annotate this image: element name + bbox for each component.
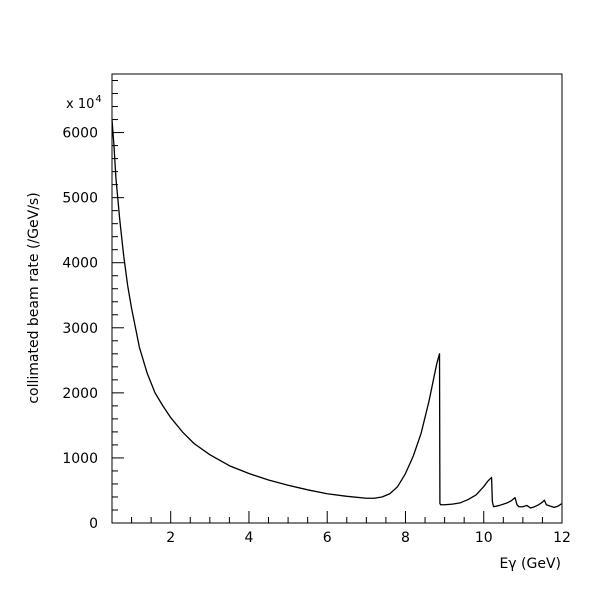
axis-ticks — [111, 80, 563, 524]
x-tick-label: 4 — [244, 530, 253, 546]
y-tick-label: 6000 — [62, 126, 98, 142]
x-tick-label: 6 — [323, 530, 332, 546]
y-tick-label: 3000 — [62, 321, 98, 337]
y-tick-label: 1000 — [62, 451, 98, 467]
x-tick-label: 10 — [475, 530, 493, 546]
tick-labels: 2 4 6 8 10 12 0 1000 2000 3000 4000 5000 6000 — [62, 126, 571, 546]
x-axis-label: Eγ (GeV) — [499, 556, 561, 572]
y-axis-label: collimated beam rate (/GeV/s) — [26, 192, 42, 403]
y-tick-label: 5000 — [62, 191, 98, 207]
y-axis-multiplier: x 104 — [66, 94, 102, 112]
plot-frame — [111, 73, 563, 524]
series-group — [111, 119, 563, 509]
x-tick-label: 12 — [553, 530, 571, 546]
series-line — [111, 119, 563, 509]
y-tick-label: 0 — [89, 516, 98, 532]
x-tick-label: 8 — [401, 530, 410, 546]
x-tick-label: 2 — [166, 530, 175, 546]
y-tick-label: 2000 — [62, 386, 98, 402]
y-tick-label: 4000 — [62, 256, 98, 272]
